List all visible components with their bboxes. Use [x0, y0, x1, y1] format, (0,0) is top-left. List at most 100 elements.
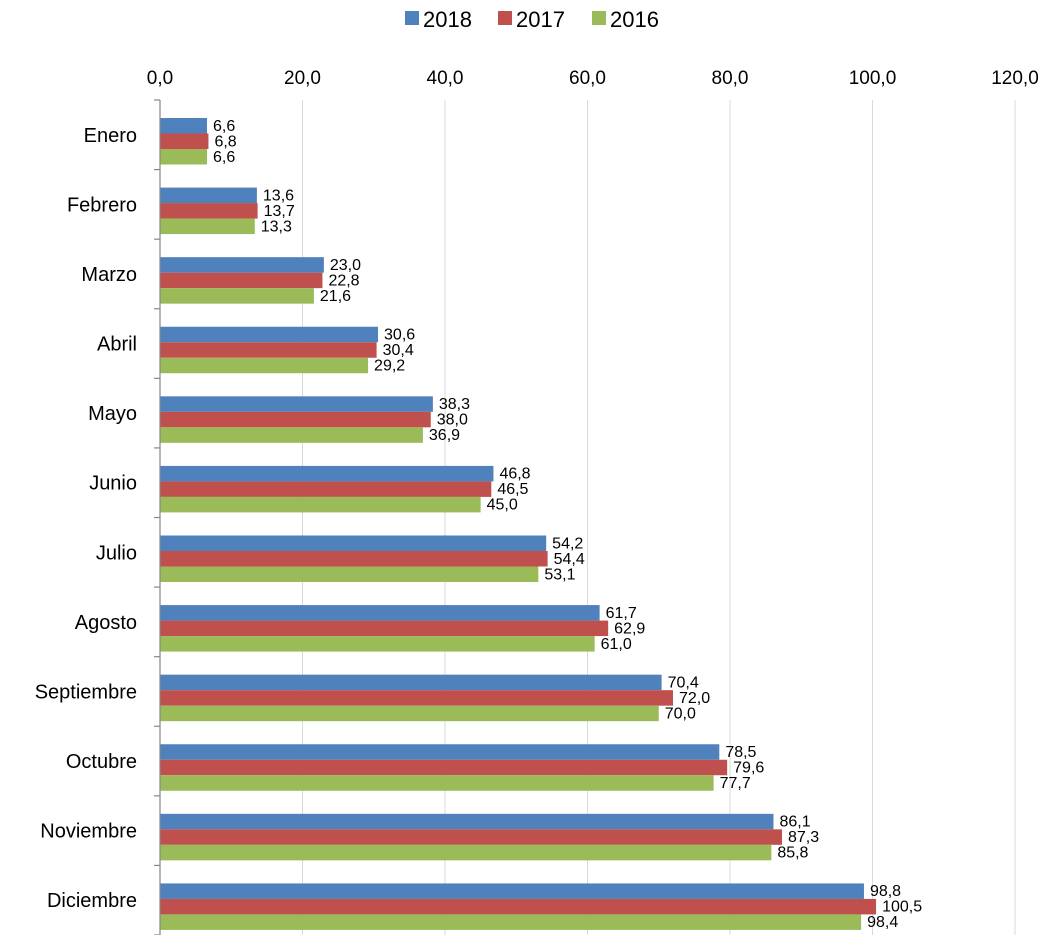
- data-label: 61,7: [606, 605, 637, 622]
- bar-2017: [160, 898, 877, 915]
- x-tick-label: 120,0: [991, 68, 1039, 89]
- bar-2018: [160, 465, 494, 482]
- data-label: 23,0: [330, 257, 361, 274]
- bar-2016: [160, 566, 539, 582]
- data-label: 22,8: [328, 272, 359, 289]
- category-label: Septiembre: [35, 681, 137, 703]
- category-label: Octubre: [66, 751, 137, 773]
- data-label: 45,0: [487, 497, 518, 514]
- data-label: 13,3: [261, 218, 292, 235]
- data-label: 85,8: [777, 845, 808, 862]
- data-label: 61,0: [601, 636, 632, 653]
- category-label: Junio: [89, 473, 137, 495]
- bar-2017: [160, 551, 548, 567]
- data-label: 98,4: [867, 914, 898, 931]
- bar-2018: [160, 813, 774, 830]
- data-label: 6,6: [213, 118, 235, 135]
- legend-swatch-2017: [498, 11, 512, 25]
- bar-2016: [160, 844, 772, 861]
- legend-swatch-2016: [592, 11, 606, 25]
- data-label: 70,0: [665, 705, 696, 722]
- data-label: 87,3: [788, 829, 819, 846]
- data-label: 13,7: [264, 203, 295, 220]
- data-label: 21,6: [320, 288, 351, 305]
- bar-2018: [160, 744, 720, 760]
- bar-2017: [160, 133, 209, 149]
- data-label: 6,6: [213, 149, 235, 166]
- data-label: 30,4: [383, 342, 414, 359]
- gridlines: [302, 100, 1016, 935]
- bar-2017: [160, 272, 323, 289]
- bar-2016: [160, 357, 369, 374]
- data-label: 38,0: [437, 412, 468, 429]
- bar-2017: [160, 690, 673, 706]
- bar-2016: [160, 775, 714, 791]
- bar-2017: [160, 620, 609, 637]
- bar-2018: [160, 605, 600, 621]
- x-tick-label: 60,0: [569, 68, 606, 89]
- data-label: 78,5: [725, 744, 756, 761]
- data-label: 53,1: [544, 566, 575, 583]
- legend: 2018 2017 2016: [405, 7, 659, 32]
- data-label: 79,6: [733, 760, 764, 777]
- category-label: Febrero: [67, 194, 137, 216]
- x-tick-label: 80,0: [712, 68, 749, 89]
- bar-2018: [160, 326, 379, 343]
- bar-2018: [160, 883, 864, 899]
- bar-2016: [160, 705, 659, 722]
- bar-2018: [160, 396, 433, 412]
- legend-swatch-2018: [405, 11, 419, 25]
- bar-2018: [160, 187, 257, 204]
- data-label: 77,7: [720, 775, 751, 792]
- bar-2016: [160, 218, 255, 235]
- bar-2018: [160, 118, 208, 134]
- bar-2018: [160, 674, 662, 691]
- bars: 6,66,86,6 13,613,713,3 23,022,821,6 30,630,…: [160, 118, 922, 931]
- category-label: Noviembre: [40, 821, 137, 843]
- data-label: 70,4: [668, 674, 699, 691]
- x-tick-label: 0,0: [147, 68, 173, 89]
- data-label: 29,2: [374, 358, 405, 375]
- bar-2017: [160, 829, 783, 845]
- legend-label-2016: 2016: [610, 7, 659, 32]
- category-label: Julio: [96, 542, 137, 564]
- bar-2018: [160, 535, 547, 551]
- bar-2017: [160, 481, 492, 497]
- category-label: Abril: [97, 334, 137, 356]
- bar-2016: [160, 288, 314, 304]
- legend-label-2018: 2018: [423, 7, 472, 32]
- category-label: Mayo: [88, 403, 137, 425]
- data-label: 54,4: [554, 551, 585, 568]
- bar-2017: [160, 411, 431, 428]
- data-label: 46,5: [497, 481, 528, 498]
- data-label: 62,9: [614, 620, 645, 637]
- bar-2017: [160, 759, 728, 776]
- y-axis: [154, 99, 161, 935]
- data-label: 100,5: [882, 899, 922, 916]
- bar-2017: [160, 203, 258, 219]
- x-axis-tick-labels: 0,0 20,0 40,0 60,0 80,0 100,0 120,0: [147, 68, 1039, 89]
- bar-2016: [160, 914, 862, 930]
- x-tick-label: 100,0: [849, 68, 897, 89]
- category-labels: Enero Febrero Marzo Abril Mayo Junio Julio Agos…: [35, 125, 137, 912]
- bar-2016: [160, 496, 481, 513]
- data-label: 54,2: [552, 535, 583, 552]
- bar-2016: [160, 636, 595, 652]
- category-label: Enero: [84, 125, 137, 147]
- category-label: Diciembre: [47, 890, 137, 912]
- x-tick-label: 20,0: [284, 68, 321, 89]
- data-label: 13,6: [263, 187, 294, 204]
- data-label: 86,1: [779, 814, 810, 831]
- data-label: 30,6: [384, 327, 415, 344]
- bar-2018: [160, 257, 324, 273]
- bar-2016: [160, 149, 208, 165]
- bar-2017: [160, 342, 377, 358]
- category-label: Marzo: [81, 264, 137, 286]
- legend-label-2017: 2017: [516, 7, 565, 32]
- data-label: 46,8: [499, 466, 530, 483]
- category-label: Agosto: [75, 612, 137, 634]
- data-label: 38,3: [439, 396, 470, 413]
- data-label: 98,8: [870, 883, 901, 900]
- data-label: 36,9: [429, 427, 460, 444]
